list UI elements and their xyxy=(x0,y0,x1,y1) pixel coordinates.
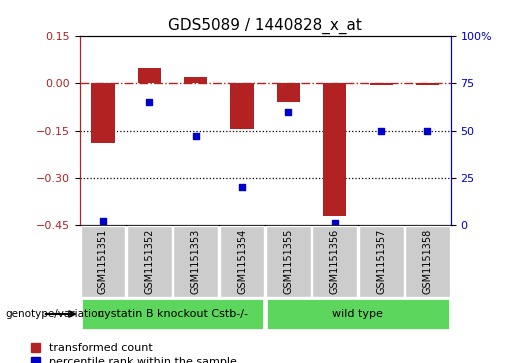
Point xyxy=(423,128,432,134)
FancyBboxPatch shape xyxy=(405,226,450,297)
Text: GSM1151352: GSM1151352 xyxy=(144,229,154,294)
Bar xyxy=(277,83,300,102)
Point xyxy=(377,128,385,134)
Text: cystatin B knockout Cstb-/-: cystatin B knockout Cstb-/- xyxy=(97,309,248,319)
Text: GSM1151354: GSM1151354 xyxy=(237,229,247,294)
Text: genotype/variation: genotype/variation xyxy=(5,309,104,319)
Point xyxy=(192,134,200,139)
FancyBboxPatch shape xyxy=(80,226,126,297)
FancyBboxPatch shape xyxy=(173,226,218,297)
Bar xyxy=(184,77,207,83)
FancyBboxPatch shape xyxy=(219,226,265,297)
Legend: transformed count, percentile rank within the sample: transformed count, percentile rank withi… xyxy=(31,343,237,363)
Text: GSM1151355: GSM1151355 xyxy=(283,229,294,294)
Text: GSM1151353: GSM1151353 xyxy=(191,229,201,294)
FancyBboxPatch shape xyxy=(80,298,265,330)
Bar xyxy=(231,83,253,129)
FancyBboxPatch shape xyxy=(266,226,311,297)
Text: wild type: wild type xyxy=(333,309,383,319)
Text: GSM1151356: GSM1151356 xyxy=(330,229,340,294)
Bar xyxy=(323,83,346,216)
FancyBboxPatch shape xyxy=(127,226,172,297)
Point xyxy=(331,220,339,226)
Text: GSM1151358: GSM1151358 xyxy=(422,229,433,294)
Point xyxy=(145,99,153,105)
FancyBboxPatch shape xyxy=(358,226,404,297)
Point xyxy=(99,219,107,224)
Bar xyxy=(92,83,114,143)
Point xyxy=(284,109,293,115)
Point xyxy=(238,184,246,190)
Bar xyxy=(138,68,161,83)
Bar xyxy=(416,83,439,85)
FancyBboxPatch shape xyxy=(266,298,450,330)
Text: GSM1151357: GSM1151357 xyxy=(376,229,386,294)
FancyBboxPatch shape xyxy=(312,226,357,297)
Title: GDS5089 / 1440828_x_at: GDS5089 / 1440828_x_at xyxy=(168,17,362,33)
Text: GSM1151351: GSM1151351 xyxy=(98,229,108,294)
Bar xyxy=(369,83,392,85)
